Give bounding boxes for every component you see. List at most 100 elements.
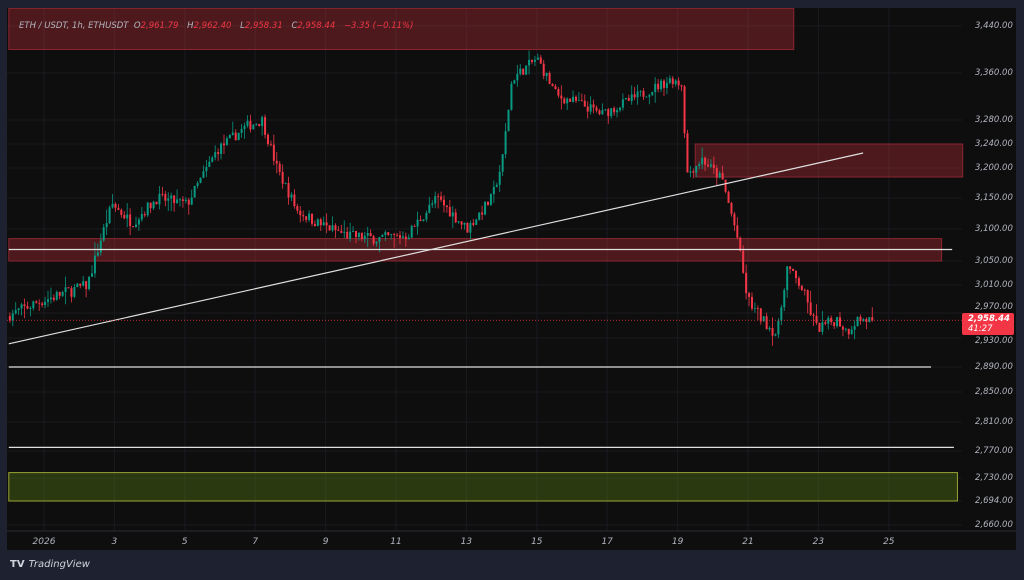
candle: [759, 308, 762, 322]
candle: [475, 219, 478, 225]
candle: [190, 197, 193, 205]
candle: [671, 78, 674, 85]
candle: [572, 96, 575, 102]
candle: [507, 109, 510, 132]
candle: [387, 232, 390, 236]
current-price-value: 2,958.44: [968, 314, 1010, 324]
candle: [55, 291, 58, 300]
high-label: H: [187, 21, 194, 31]
candle: [328, 225, 331, 231]
candle: [384, 232, 387, 235]
candle: [278, 163, 281, 172]
time-tick-label: 15: [531, 537, 543, 547]
tradingview-logo-icon: 𝗧𝗩: [10, 559, 25, 570]
candle: [856, 316, 859, 327]
candle: [607, 109, 610, 117]
candle: [721, 173, 724, 180]
candle: [780, 307, 783, 321]
candle: [434, 196, 437, 204]
candle: [542, 63, 545, 76]
time-tick-label: 5: [181, 537, 188, 547]
candle: [82, 281, 85, 286]
candle: [806, 290, 809, 303]
candle: [431, 203, 434, 205]
candle: [225, 138, 228, 146]
candle: [440, 196, 443, 200]
candle: [695, 166, 698, 173]
price-chart[interactable]: [7, 8, 1016, 550]
candle: [26, 305, 29, 309]
candle: [645, 96, 648, 98]
candle: [563, 98, 566, 104]
candle: [331, 225, 334, 231]
candle: [460, 221, 463, 225]
candle: [730, 202, 733, 214]
candle: [768, 327, 771, 330]
candle: [756, 308, 759, 309]
candle: [161, 193, 164, 195]
candle: [413, 225, 416, 227]
candle: [748, 293, 751, 297]
candle: [158, 193, 161, 205]
candle: [528, 59, 531, 66]
chart-pane[interactable]: ETH / USDT, 1h, ETHUSDT O2,961.79 H2,962…: [7, 8, 1016, 550]
candle: [363, 235, 366, 240]
candle: [369, 233, 372, 237]
candle: [346, 231, 349, 239]
candle: [522, 68, 525, 75]
candle: [847, 328, 850, 335]
candle: [199, 177, 202, 184]
close-label: C: [291, 21, 298, 31]
price-tick-label: 3,280.00: [975, 115, 1013, 125]
candle: [284, 182, 287, 184]
candle: [222, 143, 225, 146]
candle: [319, 219, 322, 226]
time-tick-label: 23: [812, 537, 825, 547]
candle: [287, 182, 290, 198]
candle: [8, 316, 11, 321]
candle: [117, 207, 120, 210]
price-tick-label: 3,100.00: [975, 224, 1013, 234]
candle: [486, 201, 489, 205]
candle: [783, 290, 786, 308]
candle: [574, 96, 577, 101]
symbol-name: ETH / USDT, 1h, ETHUSDT: [19, 21, 129, 31]
candle: [771, 327, 774, 336]
candle: [560, 95, 563, 99]
candle: [237, 132, 240, 141]
trendline: [8, 152, 864, 345]
candle: [349, 231, 352, 239]
candle: [217, 152, 220, 154]
candle: [407, 237, 410, 240]
candle: [202, 171, 205, 178]
candle: [272, 144, 275, 161]
candle: [800, 285, 803, 291]
candle: [598, 110, 601, 115]
candle: [105, 223, 108, 228]
candle: [501, 154, 504, 172]
candle: [173, 195, 176, 204]
candle: [492, 186, 495, 195]
candle: [214, 152, 217, 158]
candle: [360, 232, 363, 240]
candle: [343, 231, 346, 233]
candle: [61, 291, 64, 296]
time-tick-label: 19: [671, 537, 684, 547]
candle: [510, 83, 513, 110]
candle: [93, 255, 96, 274]
candle: [102, 227, 105, 241]
candle: [812, 314, 815, 316]
candle: [149, 202, 152, 209]
candle: [665, 82, 668, 88]
candle: [404, 236, 407, 240]
candle: [595, 107, 598, 111]
candle: [689, 171, 692, 173]
candle: [627, 98, 630, 101]
supply-zone: [8, 8, 795, 50]
tradingview-brand[interactable]: 𝗧𝗩 TradingView: [10, 559, 90, 570]
candle: [152, 201, 155, 209]
candle: [516, 73, 519, 81]
candle: [269, 144, 272, 145]
candle: [208, 161, 211, 167]
candle: [52, 297, 55, 300]
